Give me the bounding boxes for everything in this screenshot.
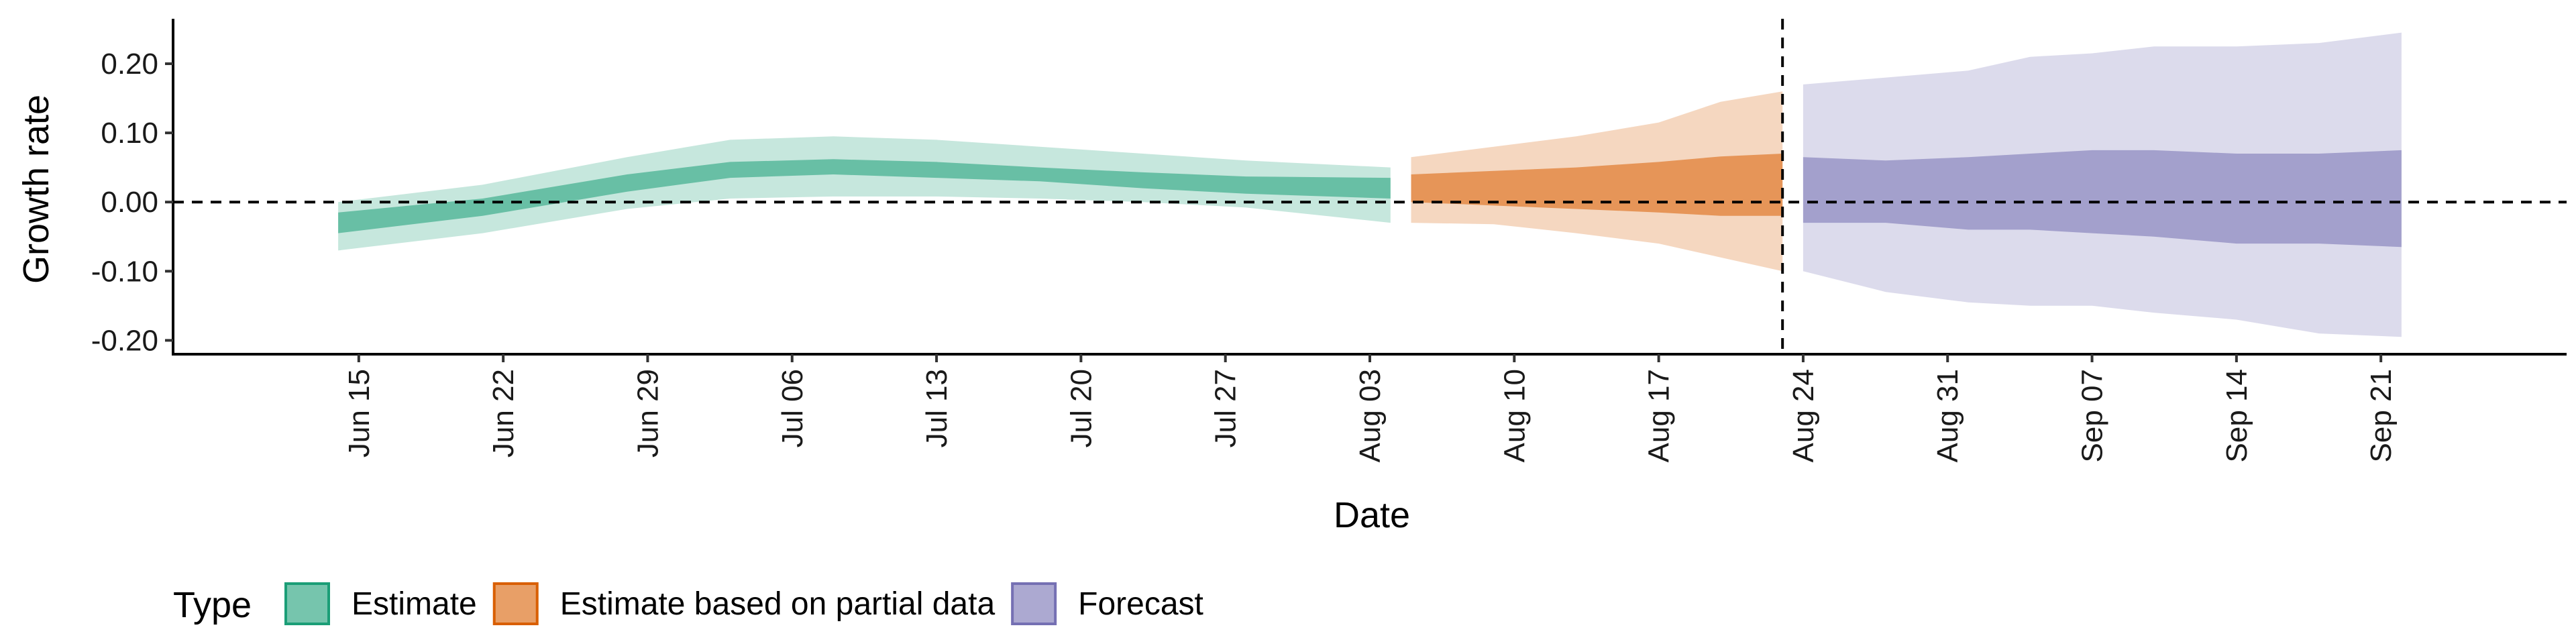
- estimate-based-on-partial-data-inner-band: [1411, 154, 1783, 216]
- estimate-legend-label: Estimate: [352, 586, 477, 622]
- estimate-legend-key: [284, 582, 330, 625]
- x-tick-label: Jul 06: [776, 369, 809, 447]
- axes: [165, 19, 2567, 362]
- tick-labels: 0.20 0.10 0.00 -0.10 -0.20 Jun 15 Jun 22 Jun 29…: [91, 48, 2398, 462]
- legend: Type Estimate Estimate based on partial d…: [173, 582, 1203, 625]
- x-tick-label: Aug 10: [1498, 369, 1531, 462]
- x-tick-label: Aug 24: [1787, 369, 1820, 462]
- y-tick-label: 0.00: [101, 186, 158, 219]
- x-tick-label: Jul 27: [1210, 369, 1242, 447]
- forecast-inner-band: [1803, 150, 2402, 248]
- x-tick-label: Sep 14: [2220, 369, 2253, 462]
- estimate-outer-band: [338, 136, 1391, 251]
- x-tick-label: Jun 29: [631, 369, 664, 458]
- y-axis-title: Growth rate: [16, 95, 56, 284]
- forecast-legend-key: [1011, 582, 1057, 625]
- estimate-based-on-partial-data-legend-label: Estimate based on partial data: [560, 586, 996, 622]
- y-tick-label: -0.10: [91, 255, 158, 288]
- x-tick-label: Aug 17: [1643, 369, 1676, 462]
- y-tick-label: -0.20: [91, 324, 158, 357]
- x-tick-label: Jun 15: [343, 369, 376, 458]
- x-tick-label: Aug 03: [1354, 369, 1387, 462]
- legend-title: Type: [173, 585, 252, 625]
- y-tick-label: 0.20: [101, 48, 158, 80]
- x-axis-title: Date: [1334, 495, 1410, 535]
- x-tick-label: Jun 22: [487, 369, 520, 458]
- x-tick-label: Sep 07: [2076, 369, 2109, 462]
- estimate-based-on-partial-data-legend-key: [492, 582, 539, 625]
- y-tick-label: 0.10: [101, 117, 158, 150]
- reference-lines: [173, 19, 2567, 354]
- x-tick-label: Jul 20: [1065, 369, 1097, 447]
- ribbon-layer: [338, 32, 2402, 337]
- x-tick-label: Aug 31: [1931, 369, 1964, 462]
- x-tick-label: Sep 21: [2365, 369, 2398, 462]
- estimate-inner-band: [338, 159, 1391, 233]
- x-tick-label: Jul 13: [920, 369, 953, 447]
- forecast-legend-label: Forecast: [1078, 586, 1203, 622]
